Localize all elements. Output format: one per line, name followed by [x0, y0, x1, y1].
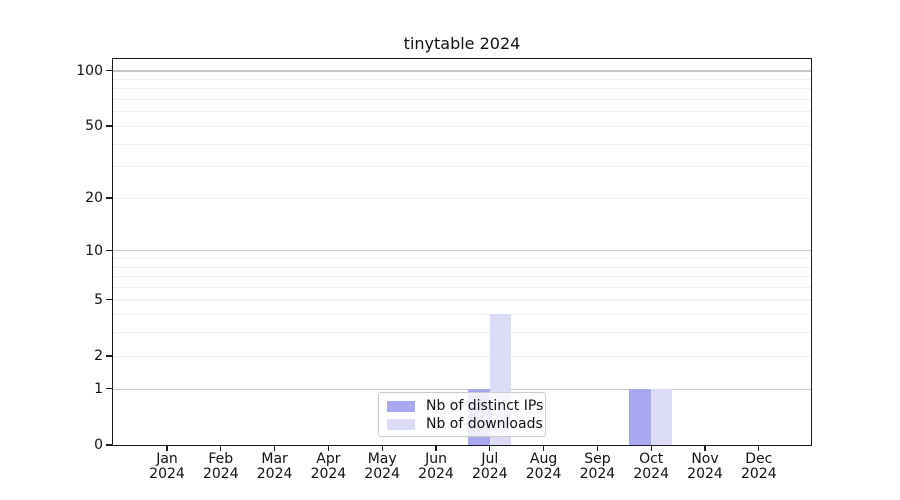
- xtick-year-jan: 2024: [149, 466, 185, 482]
- xtick-year-feb: 2024: [202, 466, 239, 482]
- xtick-label-nov: Nov 2024: [673, 452, 737, 482]
- ytick-mark-0: [106, 444, 113, 446]
- ytick-mark-1: [106, 388, 113, 390]
- xtick-label-dec: Dec 2024: [727, 452, 791, 482]
- ytick-mark-50: [106, 125, 113, 127]
- ytick-label-100: 100: [76, 62, 103, 79]
- xtick-year-dec: 2024: [740, 466, 777, 482]
- xtick-month-may: May: [367, 451, 397, 467]
- gridline-minor-60: [112, 111, 811, 113]
- ytick-mark-100: [106, 70, 113, 72]
- xtick-mark-jun: [435, 445, 437, 451]
- xtick-label-jan: Jan 2024: [135, 452, 199, 482]
- gridline-minor-50: [112, 125, 811, 127]
- xtick-month-oct: Oct: [639, 451, 664, 467]
- legend: Nb of distinct IPs Nb of downloads: [378, 392, 546, 437]
- xtick-mark-may: [381, 445, 383, 451]
- xtick-mark-jan: [166, 445, 168, 451]
- xtick-year-apr: 2024: [310, 466, 347, 482]
- xtick-month-aug: Aug: [529, 451, 558, 467]
- gridline-minor-9: [112, 258, 811, 260]
- xtick-label-aug: Aug 2024: [512, 452, 576, 482]
- xtick-month-mar: Mar: [261, 451, 288, 467]
- xtick-mark-feb: [220, 445, 222, 451]
- xtick-year-nov: 2024: [687, 466, 723, 482]
- gridline-minor-6: [112, 286, 811, 289]
- xtick-mark-oct: [650, 445, 652, 451]
- legend-swatch-downloads-icon: [387, 418, 415, 430]
- xtick-label-sep: Sep 2024: [565, 452, 629, 482]
- xtick-mark-dec: [758, 445, 760, 451]
- xtick-mark-apr: [327, 445, 330, 451]
- xtick-label-mar: Mar 2024: [243, 452, 307, 482]
- ytick-mark-5: [106, 299, 113, 301]
- ytick-label-5: 5: [94, 291, 103, 308]
- ytick-label-0: 0: [94, 437, 103, 453]
- gridline-minor-2: [112, 355, 811, 357]
- chart-title: tinytable 2024: [403, 34, 521, 53]
- xtick-year-oct: 2024: [633, 466, 669, 482]
- ytick-label-1: 1: [94, 380, 103, 397]
- gridline-minor-20: [112, 197, 811, 199]
- bar-oct-distinct-ips: [629, 388, 651, 445]
- gridline-major-10: [112, 250, 811, 252]
- xtick-month-jan: Jan: [156, 451, 178, 467]
- legend-swatch-distinct-ips-icon: [387, 401, 415, 413]
- xtick-month-apr: Apr: [316, 451, 341, 467]
- ytick-label-50: 50: [85, 118, 103, 135]
- xtick-label-feb: Feb 2024: [189, 452, 253, 482]
- xtick-month-jun: Jun: [425, 451, 447, 467]
- xtick-label-jun: Jun 2024: [404, 452, 468, 482]
- gridline-minor-80: [112, 88, 811, 90]
- ytick-mark-20: [106, 197, 113, 199]
- xtick-month-nov: Nov: [691, 451, 719, 467]
- xtick-mark-nov: [704, 445, 706, 451]
- gridline-major-1: [112, 388, 811, 390]
- bar-oct-downloads: [650, 388, 673, 445]
- xtick-month-sep: Sep: [584, 451, 611, 467]
- gridline-minor-3: [112, 332, 811, 334]
- xtick-year-sep: 2024: [579, 466, 616, 482]
- ytick-label-20: 20: [85, 190, 103, 207]
- gridline-minor-90: [112, 78, 811, 81]
- legend-label-distinct-ips: Nb of distinct IPs: [426, 398, 544, 415]
- gridline-minor-5: [112, 299, 811, 301]
- legend-item-distinct-ips: Nb of distinct IPs: [387, 398, 543, 416]
- ytick-mark-2: [106, 355, 113, 357]
- gridline-major-100: [112, 70, 811, 72]
- gridline-minor-30: [112, 166, 811, 168]
- gridline-minor-4: [112, 314, 811, 316]
- xtick-month-jul: Jul: [481, 451, 499, 467]
- xtick-label-oct: Oct 2024: [619, 452, 683, 482]
- xtick-label-jul: Jul 2024: [458, 452, 522, 482]
- ytick-label-2: 2: [94, 347, 103, 364]
- xtick-month-dec: Dec: [745, 451, 773, 467]
- xtick-label-apr: Apr 2024: [296, 452, 360, 482]
- legend-item-downloads: Nb of downloads: [387, 416, 543, 434]
- legend-label-downloads: Nb of downloads: [426, 415, 543, 432]
- xtick-mark-sep: [596, 445, 599, 451]
- xtick-year-jun: 2024: [418, 466, 454, 482]
- xtick-year-aug: 2024: [525, 466, 562, 482]
- xtick-month-feb: Feb: [208, 451, 234, 467]
- xtick-year-mar: 2024: [256, 466, 293, 482]
- ytick-mark-10: [106, 249, 113, 252]
- xtick-mark-jul: [489, 445, 491, 451]
- plot-area: [111, 57, 812, 446]
- gridline-minor-8: [112, 266, 811, 268]
- xtick-mark-mar: [273, 445, 276, 451]
- ytick-label-10: 10: [85, 242, 103, 259]
- xtick-year-jul: 2024: [471, 466, 508, 482]
- xtick-label-may: May 2024: [350, 452, 414, 482]
- xtick-year-may: 2024: [364, 466, 400, 482]
- xtick-mark-aug: [542, 445, 545, 451]
- gridline-minor-7: [112, 276, 811, 278]
- gridline-minor-40: [112, 143, 811, 145]
- gridline-minor-70: [112, 99, 811, 101]
